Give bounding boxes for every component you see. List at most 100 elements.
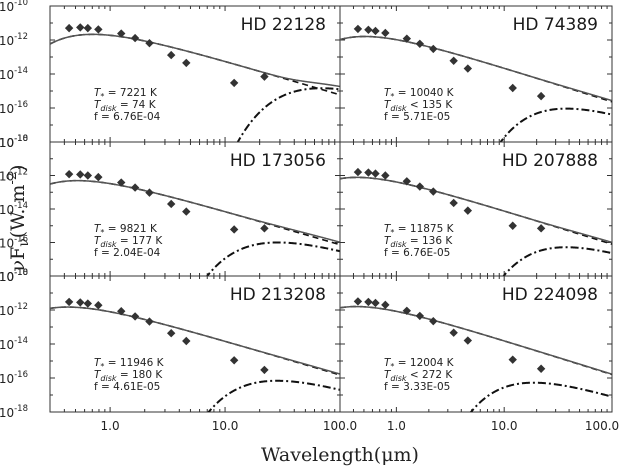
t-disk-subscript: disk xyxy=(100,374,116,383)
photometry-point xyxy=(145,38,154,48)
photometry-point xyxy=(371,298,380,308)
photometry-point xyxy=(381,171,390,180)
y-tick-base: 10 xyxy=(0,34,14,48)
total-model-line xyxy=(50,306,340,375)
photometry-point xyxy=(508,83,517,93)
model-curves xyxy=(340,305,612,412)
photometry-point xyxy=(364,25,373,34)
t-star-value: = 10040 K xyxy=(394,87,454,99)
t-star-subscript: * xyxy=(390,92,394,101)
y-tick-exponent: -16 xyxy=(14,235,28,245)
y-tick-exponent: -12 xyxy=(14,302,28,312)
photometry-point xyxy=(353,24,363,34)
y-tick-base: 10 xyxy=(0,136,14,150)
y-tick-label: 10-14 xyxy=(0,336,28,352)
photometry-point xyxy=(402,34,412,43)
y-tick-label: 10-12 xyxy=(0,168,28,184)
photometry-point xyxy=(182,207,191,216)
y-tick-exponent: -10 xyxy=(14,0,28,8)
photometry-point xyxy=(260,224,269,233)
disk-temperature: Tdisk = 180 K xyxy=(94,369,163,383)
x-tick-label: 1.0 xyxy=(387,419,406,433)
t-disk-subscript: disk xyxy=(100,240,116,249)
y-axis-unit-exponent: -2 xyxy=(5,172,20,185)
stellar-photosphere-line xyxy=(340,305,612,376)
fractional-luminosity: f = 2.04E-04 xyxy=(94,247,161,259)
y-tick-label: 10-16 xyxy=(0,235,28,251)
photometry-point xyxy=(449,198,458,208)
photometry-point xyxy=(145,317,154,326)
y-tick-base: 10 xyxy=(0,338,14,352)
photometry-point xyxy=(508,355,517,364)
t-disk-symbol: T xyxy=(94,235,102,247)
stellar-temperature: T* = 12004 K xyxy=(384,357,455,371)
y-tick-exponent: -10 xyxy=(14,134,28,144)
model-curves xyxy=(340,176,612,276)
y-tick-base: 10 xyxy=(0,203,14,217)
y-tick-label: 10-18 xyxy=(0,268,28,284)
photometry-point xyxy=(260,365,269,375)
total-model-line xyxy=(340,176,612,243)
x-tick-labels: 1.0 10.0 100.0 1.0 10.0 100.0 xyxy=(101,419,620,433)
y-tick-label: 10-10 xyxy=(0,134,28,150)
x-tick-label: 1.0 xyxy=(101,419,120,433)
photometry-point xyxy=(166,329,176,338)
disk-temperature: Tdisk = 177 K xyxy=(94,235,163,249)
fractional-luminosity: f = 3.33E-05 xyxy=(384,381,450,393)
x-tick-label: 10.0 xyxy=(212,419,239,433)
y-tick-label: 10-10 xyxy=(0,0,28,14)
photometry-point xyxy=(415,39,425,48)
t-star-symbol: T xyxy=(94,87,102,99)
y-tick-base: 10 xyxy=(0,68,14,82)
photometry-point xyxy=(94,172,103,182)
photometry-point xyxy=(117,306,126,316)
photometry-point xyxy=(260,72,269,81)
t-disk-subscript: disk xyxy=(100,104,116,113)
star-name: HD 173056 xyxy=(230,151,326,171)
t-star-subscript: * xyxy=(390,228,394,237)
t-star-symbol: T xyxy=(384,357,392,369)
t-disk-subscript: disk xyxy=(390,374,406,383)
y-tick-exponent: -14 xyxy=(14,336,28,346)
y-tick-label: 10-14 xyxy=(0,201,28,217)
star-name: HD 74389 xyxy=(513,15,598,35)
photometry-point xyxy=(64,23,74,33)
y-tick-base: 10 xyxy=(0,270,14,284)
y-tick-base: 10 xyxy=(0,102,14,116)
photometry-point xyxy=(94,301,103,310)
disk-blackbody-line xyxy=(207,379,340,412)
photometry-point xyxy=(94,25,103,34)
model-curves xyxy=(340,35,612,142)
photometry-point xyxy=(508,221,517,230)
y-tick-exponent: -18 xyxy=(14,134,28,144)
panel-ticks xyxy=(49,5,341,143)
y-tick-label: 10-10 xyxy=(0,268,28,284)
y-tick-label: 10-14 xyxy=(0,66,28,82)
x-tick-label: 100.0 xyxy=(585,419,619,433)
total-model-line xyxy=(340,35,612,102)
photometry-point xyxy=(536,364,546,373)
photometry-point xyxy=(463,206,473,215)
fractional-luminosity: f = 4.61E-05 xyxy=(94,381,160,393)
photometry-point xyxy=(381,28,390,38)
y-tick-label: 10-16 xyxy=(0,100,28,116)
photometry-point xyxy=(182,336,191,346)
t-star-symbol: T xyxy=(384,223,392,235)
photometry-point xyxy=(130,312,140,321)
disk-blackbody-line xyxy=(236,87,340,142)
model-curves xyxy=(50,179,340,276)
photometry-point xyxy=(429,316,438,326)
photometry-point xyxy=(166,199,176,209)
y-tick-exponent: -12 xyxy=(14,168,28,178)
y-tick-exponent: -18 xyxy=(14,404,28,414)
t-disk-symbol: T xyxy=(384,99,392,111)
disk-blackbody-line xyxy=(205,241,340,276)
photometry-point xyxy=(371,169,380,178)
photometry-point xyxy=(402,306,412,315)
y-tick-exponent: -14 xyxy=(14,66,28,76)
model-curves xyxy=(50,33,340,142)
